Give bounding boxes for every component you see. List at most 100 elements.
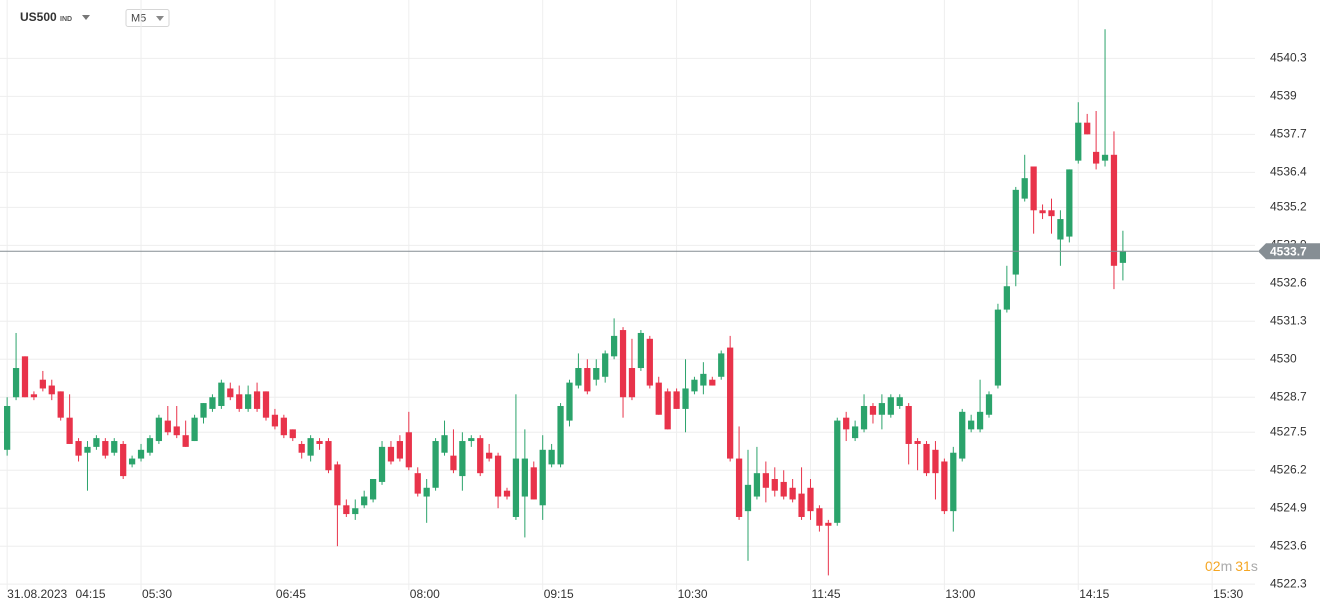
y-tick-label: 4527.5	[1270, 424, 1307, 438]
candle-body	[655, 382, 662, 415]
candle-body	[637, 332, 645, 369]
candle-body	[887, 397, 894, 415]
x-tick-label: 08:00	[410, 587, 440, 601]
candle-body	[182, 435, 189, 447]
candle-body	[75, 441, 82, 456]
candle-body	[66, 417, 73, 444]
candle-body	[896, 397, 903, 406]
y-tick-label: 4528.7	[1270, 389, 1307, 403]
candle-body	[1075, 122, 1082, 161]
candle-body	[459, 441, 466, 477]
x-tick-label: 13:00	[945, 587, 975, 601]
candle-body	[789, 487, 796, 500]
symbol-dropdown-arrow[interactable]	[82, 15, 90, 20]
candle-body	[164, 420, 171, 433]
candle-body	[843, 417, 850, 430]
x-tick-label: 14:15	[1079, 587, 1109, 601]
candle-body	[102, 441, 109, 456]
candle-body	[325, 441, 332, 471]
y-tick-label: 4531.3	[1270, 313, 1307, 327]
candle-body	[923, 443, 930, 474]
candle-body	[1048, 210, 1055, 217]
candle-body	[566, 382, 573, 421]
candle-body	[1057, 219, 1064, 240]
candle-body	[968, 420, 975, 430]
layer	[4, 29, 1127, 576]
y-tick-label: 4539	[1270, 89, 1297, 103]
candle-body	[825, 522, 832, 526]
candle-body	[369, 479, 377, 500]
candle-body	[137, 449, 145, 459]
candle-body	[423, 487, 430, 497]
candle-body	[146, 438, 154, 453]
symbol[interactable]: US500	[20, 10, 57, 24]
candle-body	[396, 441, 404, 459]
candle-body	[851, 426, 859, 439]
candle-body	[539, 449, 546, 506]
candle-body	[4, 405, 11, 450]
candle-body	[48, 385, 55, 395]
candle-body	[950, 452, 957, 512]
timeframe: M5	[131, 12, 146, 24]
layer: 4533.7	[0, 243, 1320, 260]
candle-body	[1012, 189, 1019, 275]
candle-body	[584, 368, 591, 392]
x-tick-label: 09:15	[544, 587, 574, 601]
y-tick-label: 4536.4	[1270, 164, 1307, 178]
candle-body	[976, 411, 984, 430]
candle-body	[173, 426, 180, 436]
candle-body	[530, 467, 537, 500]
y-tick-label: 4532.6	[1270, 275, 1307, 289]
candle-body	[405, 432, 412, 468]
candle-body	[718, 353, 725, 377]
symbol-type: IND	[60, 16, 72, 23]
candle-body	[816, 508, 823, 526]
candle-body	[1084, 122, 1091, 135]
candle-body	[21, 356, 29, 398]
x-tick-label: 06:45	[276, 587, 306, 601]
candle-body	[432, 441, 439, 488]
candle-body	[155, 417, 163, 442]
candle-body	[521, 458, 528, 497]
candle-body	[780, 481, 787, 497]
candle-body	[593, 368, 600, 380]
candle-body	[709, 379, 716, 386]
candle-body	[610, 335, 618, 357]
candle-body	[280, 417, 287, 436]
candle-body	[691, 379, 698, 392]
candle-body	[646, 338, 653, 386]
x-tick-label: 04:15	[76, 587, 106, 601]
y-tick-label: 4523.6	[1270, 538, 1307, 552]
candle-body	[209, 397, 216, 409]
y-tick-label: 4535.2	[1270, 200, 1307, 214]
candle-body	[414, 473, 421, 494]
x-tick-label: 10:30	[678, 587, 708, 601]
y-tick-label: 4524.9	[1270, 500, 1307, 514]
y-tick-label: 4537.7	[1270, 127, 1307, 141]
candle-body	[1039, 210, 1046, 214]
y-tick-label: 4522.3	[1270, 576, 1307, 590]
y-tick-label: 4530	[1270, 351, 1297, 365]
candle-body	[12, 368, 20, 398]
candle-body	[834, 420, 841, 523]
candle-body	[289, 429, 296, 439]
timeframe-select[interactable]	[125, 9, 170, 27]
candle-body	[1110, 154, 1118, 266]
candle-body	[557, 405, 564, 465]
candle-body	[619, 330, 627, 398]
candle-body	[798, 493, 805, 517]
y-tick-label: 4526.2	[1270, 462, 1307, 476]
candle-body	[1021, 178, 1028, 199]
candle-body	[994, 309, 1002, 386]
candle-body	[744, 484, 752, 512]
candle-body	[93, 438, 100, 447]
candle-body	[262, 391, 270, 418]
candle-body	[628, 368, 636, 398]
candle-body	[441, 435, 448, 453]
candle-body	[548, 449, 555, 465]
candle-body	[1119, 251, 1127, 263]
countdown: 02m 31s	[1205, 558, 1258, 574]
candle-body	[762, 473, 769, 488]
toolbar: US500 IND M5	[20, 9, 170, 27]
candle-body	[84, 446, 91, 453]
